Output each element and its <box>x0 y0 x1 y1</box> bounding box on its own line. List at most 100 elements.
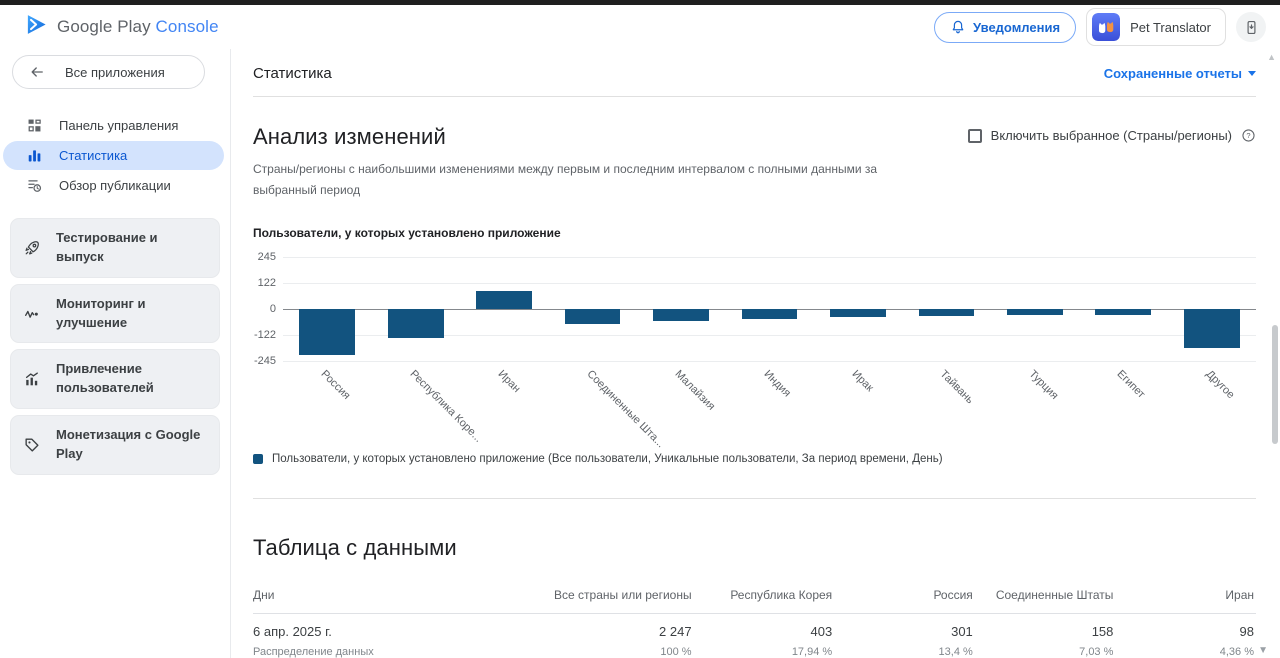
chart-gridline <box>283 334 1256 336</box>
bar-Малайзия[interactable] <box>653 309 709 322</box>
tag-icon <box>23 436 41 454</box>
sidebar-section-label: Привлечение пользователей <box>56 361 154 396</box>
sidebar-item-label: Обзор публикации <box>59 178 171 193</box>
scrollbar-up-arrow[interactable]: ▲ <box>1267 52 1276 62</box>
analysis-subtitle: Страны/регионы с наибольшими изменениями… <box>253 162 878 197</box>
bar-Республика Коре...[interactable] <box>387 309 444 338</box>
table-header-cell: Все страны или регионы <box>554 588 692 602</box>
sidebar-item-0[interactable]: Панель управления <box>3 111 224 140</box>
publishing-icon <box>26 177 43 194</box>
table-header-cell: Иран <box>1225 588 1254 602</box>
row-value: 98 <box>1239 624 1254 639</box>
change-analysis-bar-chart: 245 122 0 -122 -245 Россия Республика Коре...… <box>253 251 1256 450</box>
table-header-cell: Дни <box>253 588 275 602</box>
include-selected-label: Включить выбранное (Страны/регионы) <box>990 128 1232 143</box>
include-selected-checkbox[interactable] <box>967 128 982 143</box>
top-strip <box>0 0 1280 5</box>
back-arrow-icon <box>29 64 45 80</box>
sidebar-nav: Панель управления Статистика Обзор публика… <box>0 111 230 200</box>
analysis-section-title: Анализ изменений <box>253 124 446 149</box>
y-tick-label: -245 <box>253 355 276 367</box>
row-percent: 13,4 % <box>938 646 973 658</box>
saved-reports-label: Сохраненные отчеты <box>1103 66 1242 81</box>
monitoring-icon <box>23 305 41 323</box>
google-play-logo-icon <box>25 13 48 41</box>
bell-icon <box>950 19 966 35</box>
chevron-down-icon <box>1248 71 1256 76</box>
sidebar-section-3[interactable]: Монетизация с Google Play <box>10 415 220 475</box>
sidebar: Все приложения Панель управления Статисти… <box>0 49 231 658</box>
y-tick-label: 122 <box>257 277 276 290</box>
x-tick-label: Тайвань <box>937 368 977 407</box>
bar-Ирак[interactable] <box>830 309 886 318</box>
stats-icon <box>26 147 43 164</box>
sidebar-item-1[interactable]: Статистика <box>3 141 224 170</box>
bar-Россия[interactable] <box>299 309 356 355</box>
main-content: Статистика Сохраненные отчеты Анализ изм… <box>231 49 1280 658</box>
legend-swatch <box>253 454 263 464</box>
chart-title: Пользователи, у которых установлено прил… <box>253 226 561 240</box>
sidebar-section-label: Тестирование и выпуск <box>56 230 158 264</box>
chart-gridline <box>283 361 1256 362</box>
page-title: Статистика <box>253 65 332 82</box>
sidebar-section-2[interactable]: Привлечение пользователей <box>10 349 220 410</box>
chart-legend: Пользователи, у которых установлено прил… <box>253 453 1256 465</box>
distribution-label: Распределение данных <box>253 646 374 658</box>
sidebar-section-1[interactable]: Мониторинг и улучшение <box>10 283 220 344</box>
all-apps-back-button[interactable]: Все приложения <box>12 55 205 89</box>
x-tick-label: Республика Коре... <box>407 368 484 445</box>
x-tick-label: Индия <box>761 368 793 400</box>
app-selector[interactable]: Pet Translator <box>1086 8 1226 46</box>
sidebar-sections: Тестирование и выпуск Мониторинг и улучше… <box>0 218 230 475</box>
x-tick-label: Россия <box>318 368 353 402</box>
row-value: 2 247 <box>659 624 692 639</box>
table-header-row: Дни Все страны или регионы Республика Коре… <box>253 582 1256 614</box>
brand-logo[interactable]: Google Play Console <box>25 13 219 41</box>
brand-text: Google Play Console <box>57 17 219 36</box>
scrollbar-down-arrow[interactable]: ▼ <box>1258 645 1268 656</box>
table-header-cell: Соединенные Штаты <box>995 588 1114 602</box>
chart-plot-area <box>283 257 1256 362</box>
sidebar-section-0[interactable]: Тестирование и выпуск <box>10 218 220 278</box>
notifications-button[interactable]: Уведомления <box>934 11 1077 43</box>
table-row: 6 апр. 2025 г. 2 247 403 301 158 98 Распределе… <box>253 614 1256 658</box>
row-percent: 100 % <box>660 646 692 658</box>
rocket-icon <box>23 239 41 257</box>
sidebar-section-label: Монетизация с Google Play <box>56 427 201 461</box>
help-icon[interactable]: ? <box>1241 128 1256 143</box>
bar-Соединенные Шта...[interactable] <box>564 309 621 324</box>
bar-Египет[interactable] <box>1095 309 1152 315</box>
bar-Другое[interactable] <box>1183 309 1240 349</box>
saved-reports-dropdown[interactable]: Сохраненные отчеты <box>1104 66 1256 81</box>
y-tick-label: 0 <box>269 303 276 315</box>
section-divider <box>253 498 1256 499</box>
x-tick-label: Малайзия <box>672 368 718 413</box>
row-percent: 17,94 % <box>791 646 833 658</box>
page-header: Статистика Сохраненные отчеты <box>253 49 1256 97</box>
data-table-title: Таблица с данными <box>253 535 457 560</box>
table-header-cell: Республика Корея <box>730 588 833 602</box>
include-selected-checkbox-group[interactable]: Включить выбранное (Страны/регионы) ? <box>967 128 1256 143</box>
row-percent: 7,03 % <box>1079 646 1114 658</box>
row-value: 301 <box>951 624 973 639</box>
bar-Турция[interactable] <box>1007 309 1063 316</box>
bar-Тайвань[interactable] <box>918 309 975 316</box>
sidebar-section-label: Мониторинг и улучшение <box>56 295 146 330</box>
x-tick-label: Другое <box>1203 368 1237 402</box>
chart-y-axis: 245 122 0 -122 -245 <box>253 251 283 367</box>
bar-Индия[interactable] <box>741 309 798 319</box>
page-scrollbar-thumb[interactable] <box>1272 325 1278 444</box>
notifications-label: Уведомления <box>973 19 1061 35</box>
install-app-button[interactable] <box>1236 12 1266 42</box>
x-tick-label: Ирак <box>849 368 876 395</box>
svg-text:?: ? <box>1246 131 1250 140</box>
sidebar-item-label: Панель управления <box>59 118 179 133</box>
dashboard-icon <box>26 117 43 134</box>
table-header-cell: Россия <box>933 588 973 602</box>
install-app-icon <box>1243 19 1260 36</box>
bar-Иран[interactable] <box>476 290 532 309</box>
row-percent: 4,36 % <box>1219 646 1254 658</box>
sidebar-item-2[interactable]: Обзор публикации <box>3 171 224 200</box>
x-tick-label: Иран <box>495 368 523 396</box>
data-table: Дни Все страны или регионы Республика Коре… <box>253 582 1256 658</box>
